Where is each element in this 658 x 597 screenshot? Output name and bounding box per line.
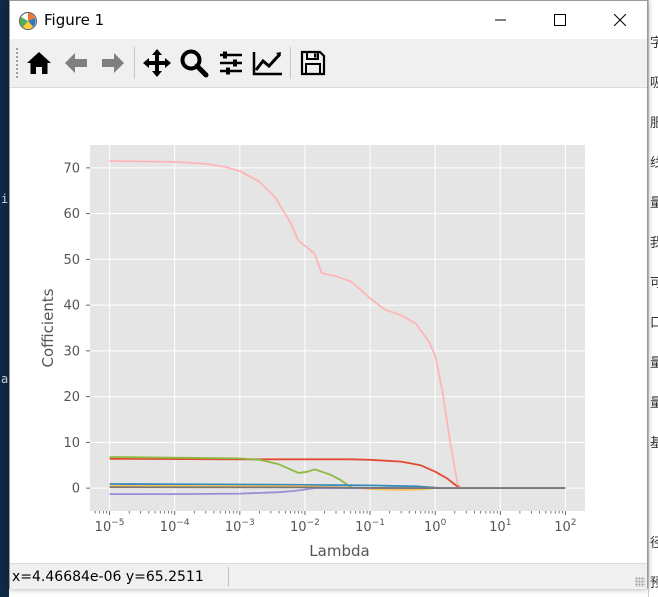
x-tick-label: 10−2 — [290, 518, 320, 535]
background-glyph: 字 — [650, 36, 658, 51]
home-icon — [27, 52, 51, 74]
matplotlib-logo-icon — [19, 12, 37, 30]
y-axis-label: Cofficients — [39, 288, 57, 367]
figure-canvas[interactable]: 0 10 20 30 40 50 60 70 10−5 10−4 10−3 10−2 10−1 100 10… — [10, 88, 647, 563]
coefficient-line — [109, 160, 566, 490]
coefficient-line — [109, 457, 566, 490]
x-tick-label: 10−1 — [355, 518, 385, 535]
background-glyph: 量 — [650, 196, 658, 211]
y-tick-label: 20 — [63, 390, 80, 405]
y-tick-label: 50 — [63, 253, 80, 268]
background-glyph: 服 — [650, 116, 658, 131]
cursor-coordinates: x=4.46684e-06 y=65.2511 — [12, 569, 204, 585]
x-tick-label: 101 — [489, 518, 511, 535]
background-glyph: 量 — [650, 356, 658, 371]
background-glyph: 可 — [650, 276, 658, 291]
desktop-background-right: 字吸服线量我可口量量基径预 — [648, 0, 658, 597]
toolbar-grip[interactable] — [15, 47, 19, 79]
background-glyph: 口 — [650, 316, 658, 331]
background-text-fragment: a — [1, 372, 9, 386]
pan-button[interactable] — [140, 45, 174, 81]
background-glyph: 吸 — [650, 76, 658, 91]
zoom-button[interactable] — [177, 45, 211, 81]
save-button[interactable] — [296, 45, 330, 81]
edit-axis-icon — [252, 52, 282, 76]
title-bar[interactable]: Figure 1 — [10, 1, 647, 39]
configure-subplots-button[interactable] — [214, 45, 248, 81]
toolbar-separator — [290, 47, 291, 79]
x-tick-label: 10−3 — [225, 518, 255, 535]
navigation-toolbar — [10, 39, 647, 88]
maximize-button[interactable] — [537, 1, 583, 39]
back-button[interactable] — [59, 45, 93, 81]
maximize-icon — [554, 14, 566, 26]
background-text-fragment: i — [1, 192, 9, 206]
status-divider — [228, 567, 229, 586]
background-glyph: 线 — [650, 156, 658, 171]
desktop-background-left: i a — [0, 0, 9, 597]
x-tick-label: 10−4 — [160, 518, 190, 535]
y-tick-label: 0 — [72, 482, 80, 497]
window-title: Figure 1 — [44, 11, 105, 29]
close-button[interactable] — [597, 1, 643, 39]
coefficient-line — [109, 456, 566, 490]
resize-grip[interactable] — [635, 577, 645, 587]
x-tick-label: 102 — [554, 518, 576, 535]
y-tick-label: 40 — [63, 299, 80, 314]
toolbar-separator — [134, 47, 135, 79]
x-tick-label: 100 — [424, 518, 447, 535]
plot-area — [90, 145, 585, 511]
zoom-icon — [180, 49, 209, 78]
configure-subplots-icon — [220, 51, 242, 75]
background-glyph: 量 — [650, 396, 658, 411]
coefficient-line — [109, 486, 566, 490]
background-glyph: 基 — [650, 436, 658, 451]
forward-arrow-icon — [102, 53, 124, 73]
forward-button[interactable] — [96, 45, 130, 81]
home-button[interactable] — [22, 45, 56, 81]
status-bar: x=4.46684e-06 y=65.2511 — [10, 563, 647, 589]
background-glyph: 径 — [650, 536, 658, 551]
y-tick-label: 60 — [63, 207, 80, 222]
y-tick-label: 70 — [63, 161, 80, 176]
minimize-icon — [495, 19, 506, 21]
y-tick-label: 10 — [63, 436, 80, 451]
coefficient-path-chart[interactable]: 0 10 20 30 40 50 60 70 10−5 10−4 10−3 10−2 10−1 100 10… — [10, 88, 647, 563]
save-icon — [300, 50, 326, 76]
background-glyph: 预 — [650, 576, 658, 591]
back-arrow-icon — [65, 53, 87, 73]
x-axis-label: Lambda — [309, 542, 369, 560]
close-icon — [614, 14, 626, 26]
y-tick-label: 30 — [63, 344, 80, 359]
background-glyph: 我 — [650, 236, 658, 251]
figure-window: Figure 1 — [9, 0, 648, 589]
minimize-button[interactable] — [478, 1, 524, 39]
edit-axis-button[interactable] — [251, 45, 285, 81]
x-tick-label: 10−5 — [95, 518, 125, 535]
pan-icon — [143, 49, 171, 77]
